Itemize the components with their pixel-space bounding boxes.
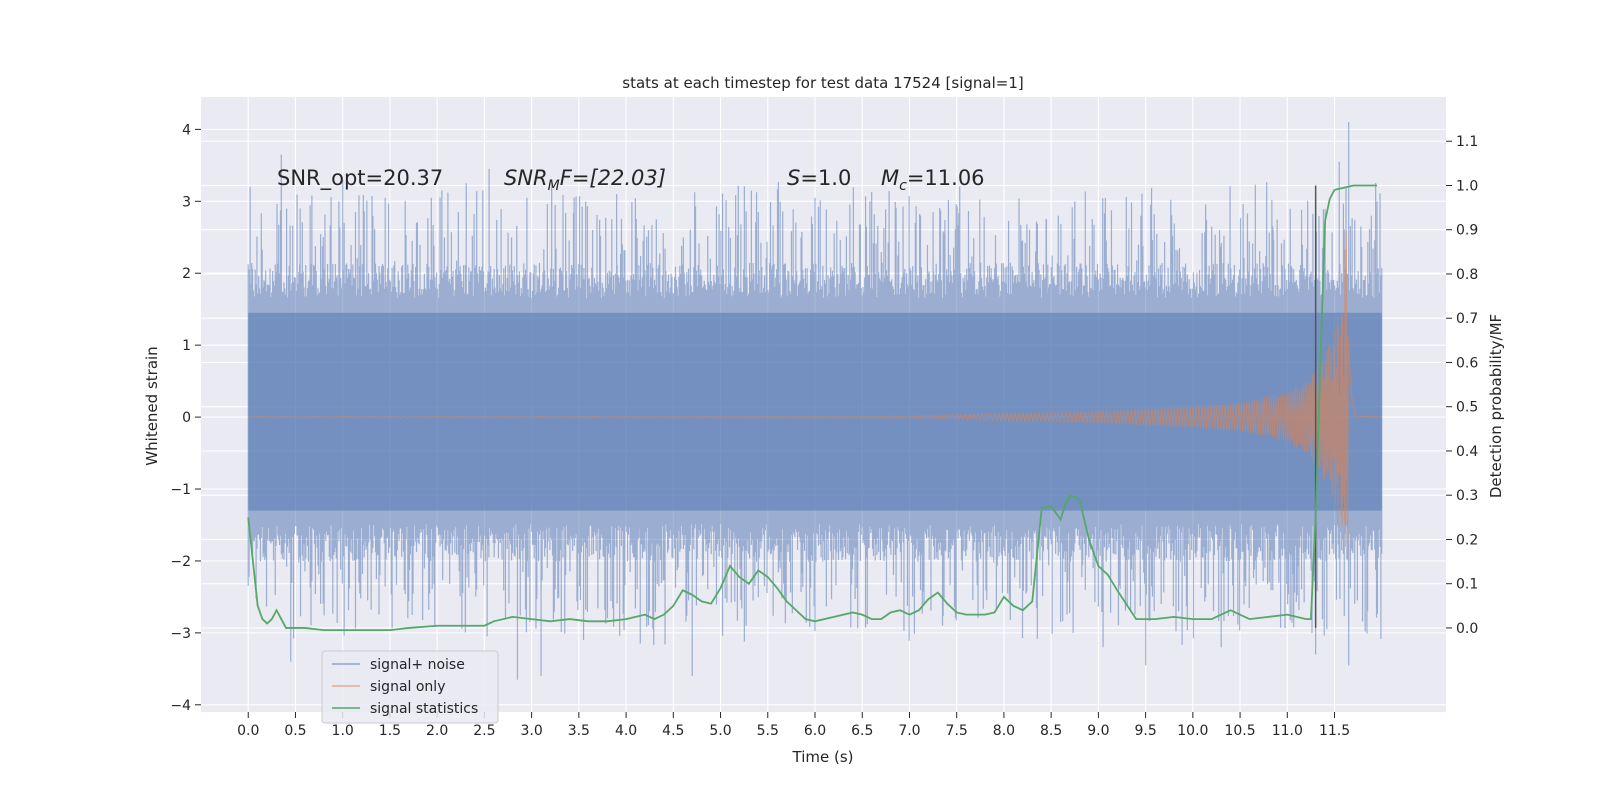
x-tick-label: 0.5 (284, 723, 306, 739)
legend-box (321, 650, 499, 724)
y-tick-label: −4 (170, 698, 191, 714)
x-tick-label: 11.5 (1319, 723, 1350, 739)
y2-tick-label: 1.0 (1456, 178, 1478, 194)
series-layer (247, 122, 1383, 680)
x-tick-label: 10.5 (1224, 723, 1255, 739)
y-tick-label: 4 (182, 122, 191, 138)
x-tick-label: 4.0 (615, 723, 637, 739)
x-tick-label: 6.5 (851, 723, 873, 739)
x-tick-label: 1.0 (332, 723, 354, 739)
y-tick-label: 2 (182, 266, 191, 282)
y-tick-label: 1 (182, 338, 191, 354)
mc-sub: c (899, 178, 907, 194)
legend: signal+ noise signal only signal statist… (321, 650, 499, 724)
x-tick-label: 0.0 (237, 723, 259, 739)
y2-axis-label: Detection probability/MF (1487, 314, 1505, 498)
y2-tick-label: 0.7 (1456, 311, 1478, 327)
y2-tick-label: 0.9 (1456, 223, 1478, 239)
x-tick-label: 7.5 (946, 723, 968, 739)
y-tick-label: −2 (170, 554, 191, 570)
y2-tick-label: 1.1 (1456, 134, 1478, 150)
y-axis-label: Whitened strain (143, 346, 161, 465)
mc-var: M (881, 166, 899, 190)
y2-tick-label: 0.8 (1456, 267, 1478, 283)
x-tick-label: 9.0 (1087, 723, 1109, 739)
mc-val: =11.06 (907, 166, 985, 190)
chart-title: stats at each timestep for test data 175… (622, 74, 1023, 92)
y2-tick-label: 0.5 (1456, 400, 1478, 416)
annotation-mc: Mc=11.06 (881, 166, 985, 194)
annotation-snr-mf: SNRMF=[22.03] (504, 166, 666, 194)
y-tick-label: −3 (170, 626, 191, 642)
x-tick-label: 5.5 (757, 723, 779, 739)
snr-mf-base: SNR (504, 166, 548, 190)
series-signal-only (247, 231, 1382, 561)
x-tick-label: 11.0 (1272, 723, 1303, 739)
series-signal-statistics (247, 184, 1378, 632)
x-tick-label: 5.0 (709, 723, 731, 739)
x-tick-label: 1.5 (379, 723, 401, 739)
x-tick-label: 10.0 (1177, 723, 1208, 739)
x-axis-label: Time (s) (792, 748, 854, 766)
snr-mf-rest: F=[22.03] (560, 166, 666, 190)
x-tick-label: 6.0 (804, 723, 826, 739)
legend-label-signal-noise: signal+ noise (370, 657, 465, 673)
x-tick-label: 7.0 (898, 723, 920, 739)
y2-tick-label: 0.4 (1456, 444, 1478, 460)
y2-tick-label: 0.1 (1456, 577, 1478, 593)
x-tick-label: 2.0 (426, 723, 448, 739)
s-val: =1.0 (800, 166, 851, 190)
x-tick-label: 3.5 (568, 723, 590, 739)
legend-label-signal-only: signal only (370, 679, 445, 695)
annotation-snr-opt: SNR_opt=20.37 (277, 166, 443, 191)
y-tick-label: 0 (182, 410, 191, 426)
x-tick-label: 3.0 (520, 723, 542, 739)
y2-tick-label: 0.0 (1456, 621, 1478, 637)
legend-label-signal-statistics: signal statistics (370, 701, 478, 717)
y-axis-right: 1.1 1.0 0.9 0.8 0.7 0.6 0.5 0.4 0.3 0.2 0.1 0.0 (1446, 134, 1478, 637)
y2-tick-label: 0.3 (1456, 488, 1478, 504)
y-tick-label: −1 (170, 482, 191, 498)
annotation-s: S=1.0 (787, 166, 851, 190)
snr-mf-sub: M (548, 178, 560, 194)
x-tick-label: 8.0 (993, 723, 1015, 739)
x-tick-label: 9.5 (1134, 723, 1156, 739)
y-tick-label: 3 (182, 194, 191, 210)
x-tick-label: 4.5 (662, 723, 684, 739)
x-tick-label: 8.5 (1040, 723, 1062, 739)
x-axis: 0.0 0.5 1.0 1.5 2.0 2.5 3.0 3.5 4.0 4.5 5.0 5.5 6.0 6… (237, 712, 1350, 739)
y2-tick-label: 0.6 (1456, 355, 1478, 371)
s-var: S (787, 166, 800, 190)
x-tick-label: 2.5 (473, 723, 495, 739)
y2-tick-label: 0.2 (1456, 532, 1478, 548)
y-axis-left: 4 3 2 1 0 −1 −2 −3 −4 (170, 122, 201, 714)
